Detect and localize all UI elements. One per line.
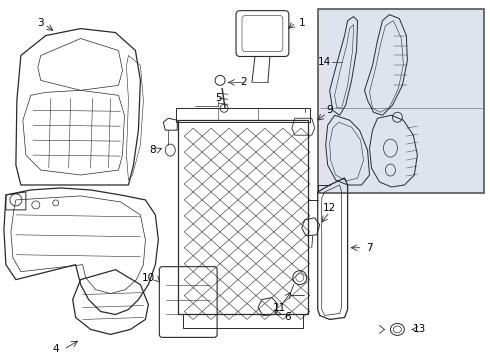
Bar [318,9,484,193]
Bar [176,108,310,122]
Text: 8: 8 [149,145,156,155]
Text: 12: 12 [323,203,336,213]
Text: 1: 1 [298,18,305,28]
Text: 11: 11 [273,302,287,312]
Text: 5: 5 [215,93,221,103]
Text: 7: 7 [366,243,373,253]
Text: 6: 6 [285,312,291,323]
Text: 3: 3 [37,18,44,28]
Text: 4: 4 [52,345,59,354]
Text: 9: 9 [326,105,333,115]
Bar [183,315,303,328]
Bar [178,120,308,315]
Text: 10: 10 [142,273,155,283]
Text: 13: 13 [413,324,426,334]
Text: 14: 14 [318,58,331,67]
Text: 2: 2 [241,77,247,87]
